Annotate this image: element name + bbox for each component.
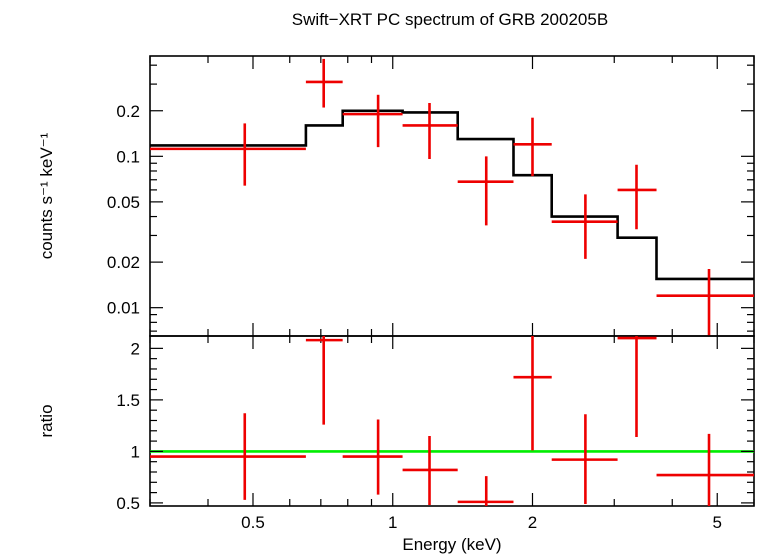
ratio-point bbox=[342, 419, 403, 495]
bottom-panel-frame bbox=[149, 335, 755, 507]
y-tick-label: 0.05 bbox=[107, 193, 140, 212]
x-tick-label: 1 bbox=[388, 513, 397, 532]
y-tick-label: 0.02 bbox=[107, 253, 140, 272]
x-tick-label: 0.5 bbox=[241, 513, 265, 532]
spectrum-point bbox=[342, 94, 403, 148]
chart-title: Swift−XRT PC spectrum of GRB 200205B bbox=[292, 10, 608, 29]
y-tick-label: 2 bbox=[131, 339, 140, 358]
spectrum-point bbox=[656, 269, 754, 336]
top-ylabel: counts s⁻¹ keV⁻¹ bbox=[37, 132, 56, 259]
spectrum-point bbox=[457, 156, 514, 226]
spectrum-point bbox=[305, 58, 343, 108]
ratio-point bbox=[402, 435, 458, 505]
top-panel-ticks: 0.01 0.02 0.05 0.1 0.2 bbox=[107, 56, 755, 336]
x-axis-label: Energy (keV) bbox=[402, 535, 501, 554]
ratio-panel: 0.5 1 1.5 2 ratio bbox=[37, 335, 755, 513]
x-tick-label: 2 bbox=[528, 513, 537, 532]
model-step-path bbox=[150, 109, 754, 281]
bottom-panel-ticks: 0.5 1 1.5 2 bbox=[116, 336, 755, 513]
y-tick-label: 0.01 bbox=[107, 299, 140, 318]
spectrum-point bbox=[402, 103, 458, 160]
y-tick-label: 1.5 bbox=[116, 391, 140, 410]
ratio-points bbox=[150, 336, 754, 506]
y-tick-label: 0.1 bbox=[116, 147, 140, 166]
ratio-point bbox=[150, 413, 306, 500]
data-points bbox=[150, 58, 754, 336]
spectrum-point bbox=[513, 117, 552, 177]
ratio-point bbox=[457, 476, 514, 506]
spectrum-point bbox=[551, 194, 618, 259]
ratio-point bbox=[551, 414, 618, 504]
x-tick-labels: 0.5 1 2 5 bbox=[241, 513, 722, 532]
ratio-point bbox=[656, 433, 754, 506]
ratio-point bbox=[513, 336, 552, 451]
ratio-point bbox=[617, 336, 657, 437]
ratio-point bbox=[305, 336, 343, 425]
bottom-ylabel: ratio bbox=[37, 404, 56, 437]
x-tick-label: 5 bbox=[713, 513, 722, 532]
spectrum-point bbox=[150, 123, 306, 186]
model-step-line bbox=[150, 109, 754, 281]
spectrum-panel: 0.01 0.02 0.05 0.1 0.2 counts s⁻¹ keV⁻¹ bbox=[37, 55, 755, 337]
top-panel-frame bbox=[149, 55, 755, 337]
y-tick-label: 0.2 bbox=[116, 102, 140, 121]
spectrum-point bbox=[617, 164, 657, 230]
y-tick-label: 1 bbox=[131, 442, 140, 461]
y-tick-label: 0.5 bbox=[116, 494, 140, 513]
